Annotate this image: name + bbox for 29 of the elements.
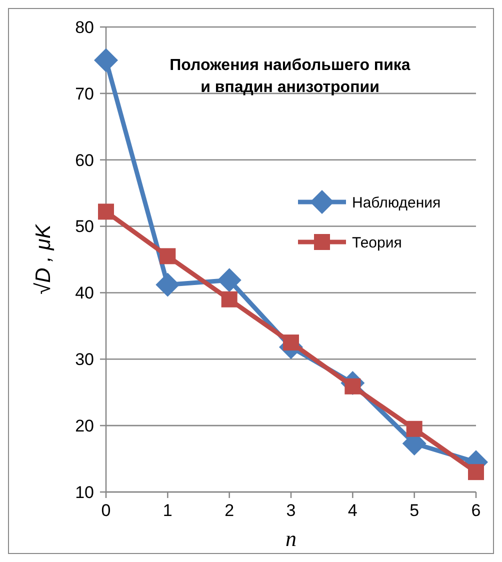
x-tick-label: 0 xyxy=(101,501,111,520)
y-tick-label: 80 xyxy=(75,18,94,37)
y-tick-label: 40 xyxy=(75,284,94,303)
point xyxy=(160,248,176,264)
text: Положения наибольшего пика и впадин анизотропии xyxy=(170,57,410,96)
point xyxy=(406,420,422,437)
x-tick-label: 6 xyxy=(471,501,481,520)
y-tick-label: 20 xyxy=(75,416,94,436)
point xyxy=(468,464,484,480)
legend-label: Наблюдения xyxy=(352,194,441,212)
point xyxy=(98,204,114,220)
y-tick-label: 70 xyxy=(75,84,94,104)
x-tick-label: 1 xyxy=(162,501,172,520)
point xyxy=(283,334,299,351)
y-tick-label: 50 xyxy=(75,217,94,236)
x-tick-label: 5 xyxy=(410,501,420,520)
point xyxy=(94,48,118,72)
y-tick-label: 10 xyxy=(75,482,94,502)
point xyxy=(221,291,238,308)
y-axis-title: √D , μK xyxy=(32,224,55,294)
point xyxy=(217,268,242,292)
legend-label: Теория xyxy=(352,234,402,252)
x-axis-title: n xyxy=(286,526,296,551)
y-tick-label: 60 xyxy=(75,150,94,170)
point xyxy=(156,272,180,297)
x-tick-label: 3 xyxy=(286,501,296,520)
x-tick-label: 4 xyxy=(348,501,358,520)
x-tick-label: 2 xyxy=(224,501,234,520)
y-tick-label: 30 xyxy=(75,350,94,370)
